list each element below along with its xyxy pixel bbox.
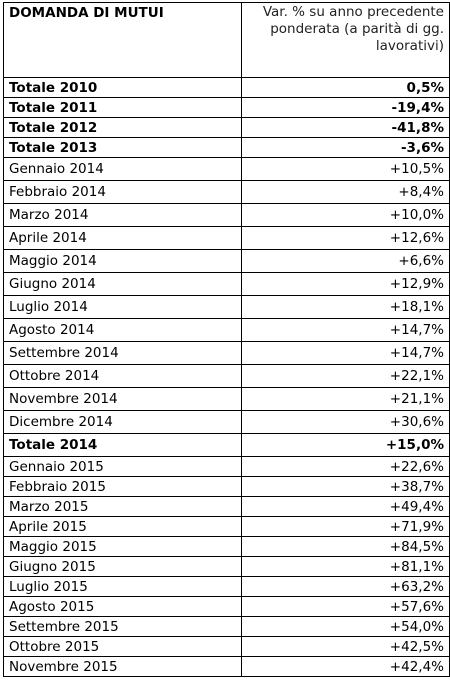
row-value: -41,8% — [241, 117, 450, 138]
row-value: +12,9% — [241, 272, 450, 296]
row-value: +63,2% — [241, 576, 450, 597]
table-row: Settembre 2014 +14,7% — [3, 341, 450, 365]
row-label: Ottobre 2014 — [3, 364, 242, 388]
row-value: +42,4% — [241, 656, 450, 677]
row-label: Aprile 2015 — [3, 516, 242, 537]
table-row: Aprile 2014 +12,6% — [3, 226, 450, 250]
table-row: Totale 2014 +15,0% — [3, 433, 450, 457]
row-label: Settembre 2014 — [3, 341, 242, 365]
table-row: Giugno 2015 +81,1% — [3, 556, 450, 577]
row-label: Totale 2013 — [3, 137, 242, 158]
row-label: Maggio 2014 — [3, 249, 242, 273]
row-label: Totale 2010 — [3, 77, 242, 98]
table-row: Ottobre 2014 +22,1% — [3, 364, 450, 388]
row-label: Maggio 2015 — [3, 536, 242, 557]
row-label: Gennaio 2015 — [3, 456, 242, 477]
table-row: Novembre 2014 +21,1% — [3, 387, 450, 411]
table-row: Novembre 2015 +42,4% — [3, 656, 450, 677]
row-label: Marzo 2014 — [3, 203, 242, 227]
row-label: Marzo 2015 — [3, 496, 242, 517]
table-row: Febbraio 2014 +8,4% — [3, 180, 450, 204]
row-value: +10,0% — [241, 203, 450, 227]
table-row: Luglio 2015 +63,2% — [3, 576, 450, 597]
row-label: Totale 2011 — [3, 97, 242, 118]
row-value: +30,6% — [241, 410, 450, 434]
row-value: +15,0% — [241, 433, 450, 457]
row-label: Ottobre 2015 — [3, 636, 242, 657]
row-value: +22,1% — [241, 364, 450, 388]
row-value: +54,0% — [241, 616, 450, 637]
table-row: Agosto 2014 +14,7% — [3, 318, 450, 342]
row-label: Febbraio 2015 — [3, 476, 242, 497]
row-value: +81,1% — [241, 556, 450, 577]
table-body: Totale 2010 0,5% Totale 2011 -19,4% Totale… — [3, 77, 450, 677]
table-row: Gennaio 2014 +10,5% — [3, 157, 450, 181]
row-value: +6,6% — [241, 249, 450, 273]
row-label: Aprile 2014 — [3, 226, 242, 250]
table-row: Totale 2011 -19,4% — [3, 97, 450, 118]
row-value: +14,7% — [241, 341, 450, 365]
row-value: +42,5% — [241, 636, 450, 657]
table-row: Marzo 2014 +10,0% — [3, 203, 450, 227]
row-label: Settembre 2015 — [3, 616, 242, 637]
row-label: Gennaio 2014 — [3, 157, 242, 181]
row-value: +12,6% — [241, 226, 450, 250]
row-label: Novembre 2014 — [3, 387, 242, 411]
table-row: Gennaio 2015 +22,6% — [3, 456, 450, 477]
table-row: Febbraio 2015 +38,7% — [3, 476, 450, 497]
table-row: Maggio 2014 +6,6% — [3, 249, 450, 273]
row-value: +38,7% — [241, 476, 450, 497]
table-row: Marzo 2015 +49,4% — [3, 496, 450, 517]
table-header: DOMANDA DI MUTUI Var. % su anno preceden… — [3, 2, 450, 78]
row-value: +57,6% — [241, 596, 450, 617]
row-label: Febbraio 2014 — [3, 180, 242, 204]
row-value: -19,4% — [241, 97, 450, 118]
header-title: DOMANDA DI MUTUI — [3, 2, 242, 78]
table-row: Giugno 2014 +12,9% — [3, 272, 450, 296]
row-value: +21,1% — [241, 387, 450, 411]
row-value: -3,6% — [241, 137, 450, 158]
row-value: +18,1% — [241, 295, 450, 319]
row-value: +22,6% — [241, 456, 450, 477]
table-row: Settembre 2015 +54,0% — [3, 616, 450, 637]
table-row: Aprile 2015 +71,9% — [3, 516, 450, 537]
header-variation: Var. % su anno precedente ponderata (a p… — [241, 2, 450, 78]
table-row: Dicembre 2014 +30,6% — [3, 410, 450, 434]
table-row: Totale 2013 -3,6% — [3, 137, 450, 158]
row-value: +84,5% — [241, 536, 450, 557]
header-row: DOMANDA DI MUTUI Var. % su anno preceden… — [3, 2, 450, 78]
row-value: 0,5% — [241, 77, 450, 98]
row-label: Luglio 2015 — [3, 576, 242, 597]
table-row: Luglio 2014 +18,1% — [3, 295, 450, 319]
table-row: Agosto 2015 +57,6% — [3, 596, 450, 617]
mortgage-demand-table: DOMANDA DI MUTUI Var. % su anno preceden… — [3, 2, 450, 677]
table-row: Totale 2012 -41,8% — [3, 117, 450, 138]
table-row: Totale 2010 0,5% — [3, 77, 450, 98]
row-label: Giugno 2014 — [3, 272, 242, 296]
table-row: Maggio 2015 +84,5% — [3, 536, 450, 557]
row-value: +14,7% — [241, 318, 450, 342]
row-value: +10,5% — [241, 157, 450, 181]
table-row: Ottobre 2015 +42,5% — [3, 636, 450, 657]
row-label: Agosto 2014 — [3, 318, 242, 342]
row-label: Novembre 2015 — [3, 656, 242, 677]
row-label: Totale 2014 — [3, 433, 242, 457]
row-value: +71,9% — [241, 516, 450, 537]
row-label: Giugno 2015 — [3, 556, 242, 577]
row-label: Dicembre 2014 — [3, 410, 242, 434]
row-label: Luglio 2014 — [3, 295, 242, 319]
row-label: Agosto 2015 — [3, 596, 242, 617]
row-value: +49,4% — [241, 496, 450, 517]
row-label: Totale 2012 — [3, 117, 242, 138]
row-value: +8,4% — [241, 180, 450, 204]
